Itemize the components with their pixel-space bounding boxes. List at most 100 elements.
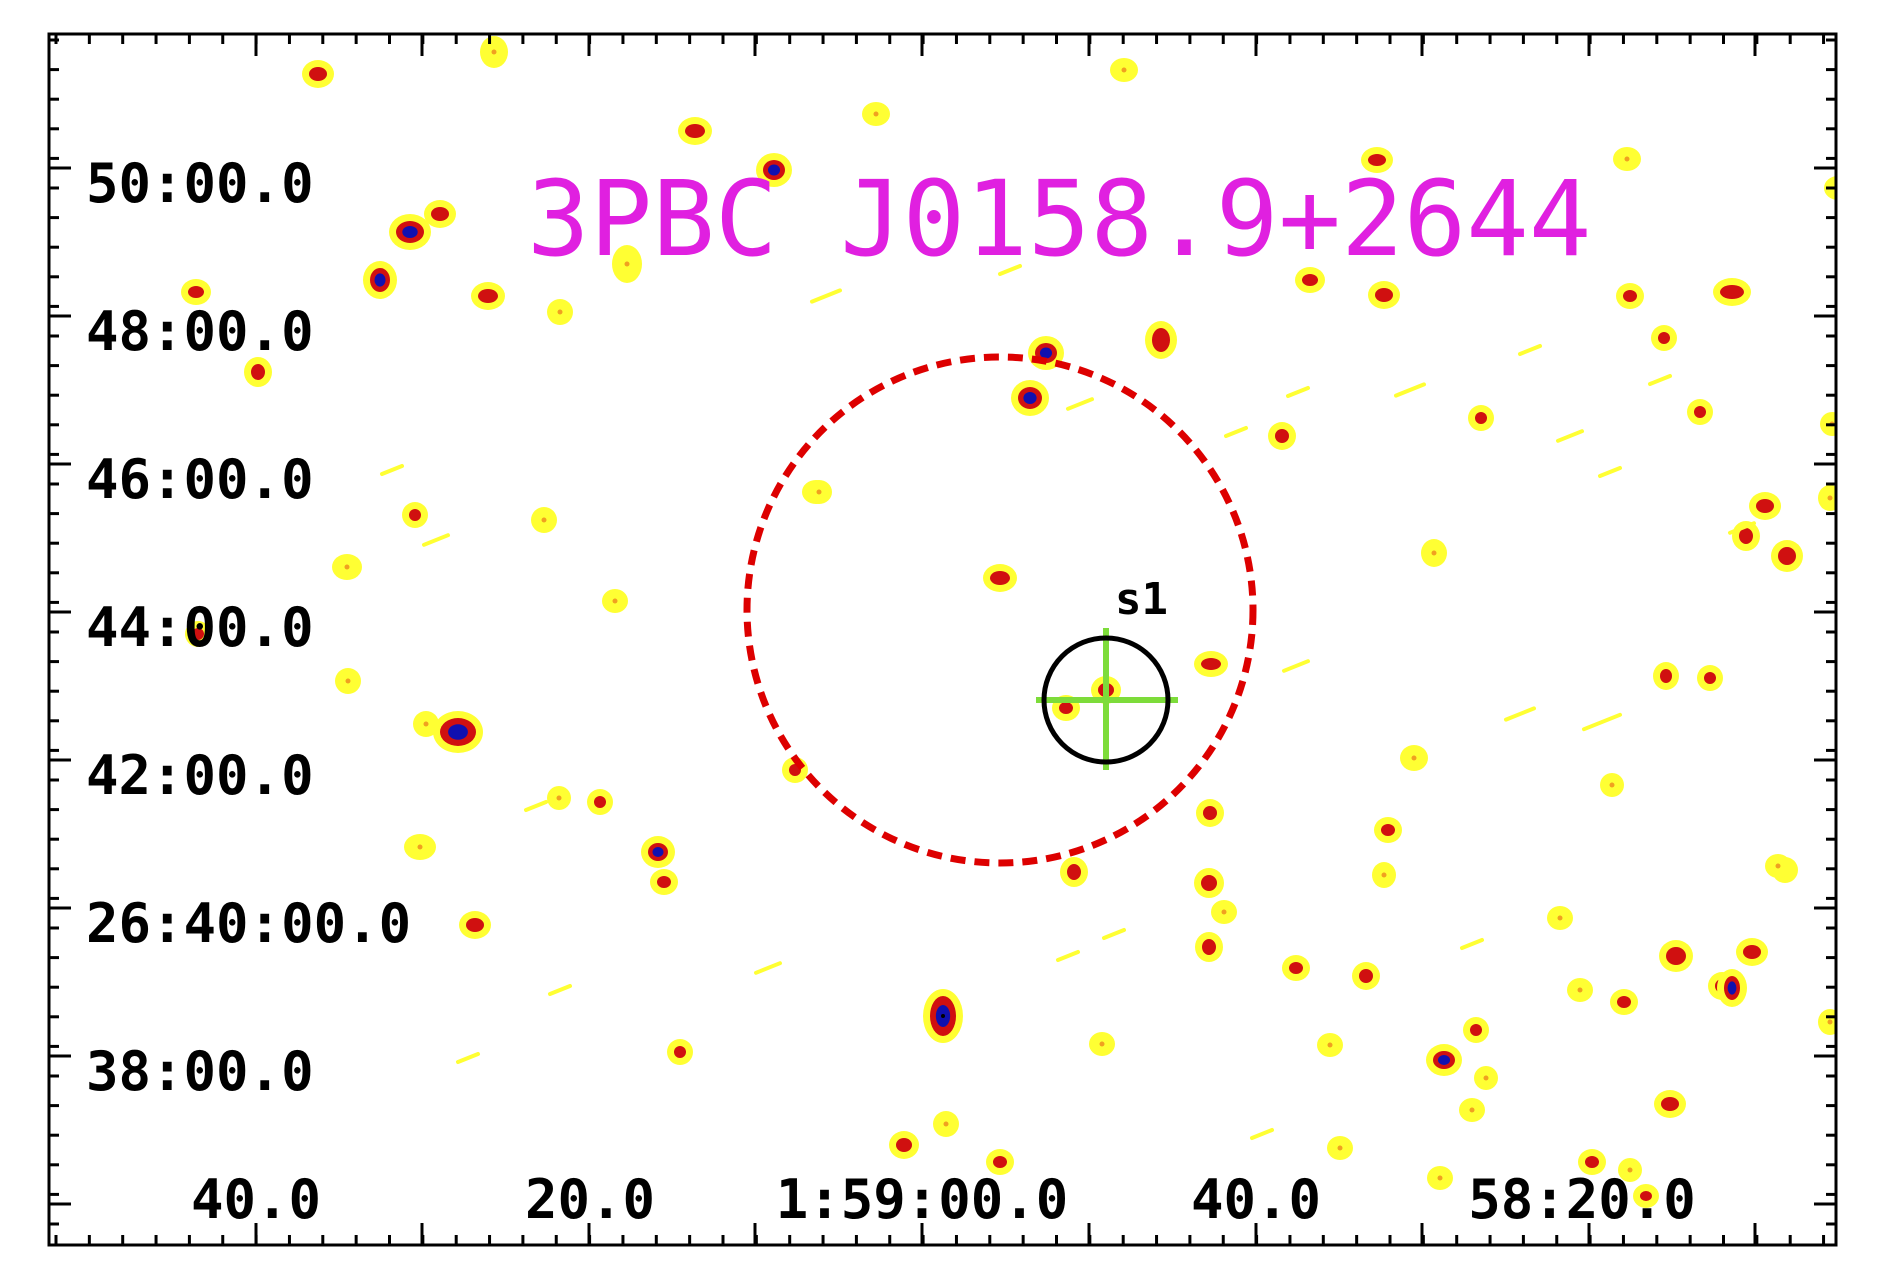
- sky-source: [1427, 1166, 1453, 1190]
- sky-source: [547, 786, 571, 810]
- sky-source: [1282, 955, 1310, 981]
- sky-source: [547, 299, 573, 325]
- sky-source: [1374, 817, 1402, 843]
- sky-source: [1426, 1044, 1462, 1076]
- source-label: s1: [1115, 574, 1168, 625]
- ra-label-40: 40.0: [191, 1168, 321, 1231]
- noise-streak: [524, 800, 548, 812]
- sky-source: [480, 36, 508, 68]
- sky-source: [302, 60, 334, 88]
- noise-streak: [1102, 928, 1126, 940]
- sky-source: [1713, 278, 1751, 306]
- plot-frame: [47, 32, 1838, 1247]
- noise-streak: [456, 1052, 480, 1064]
- sky-source: [889, 1131, 919, 1159]
- noise-streak: [1250, 1128, 1274, 1140]
- sky-source: [1687, 399, 1713, 425]
- sky-source: [1697, 665, 1723, 691]
- noise-streak: [1286, 386, 1310, 398]
- sky-source: [332, 554, 362, 580]
- sky-source: [1654, 1090, 1686, 1118]
- sky-source: [1736, 938, 1768, 966]
- sky-source: [667, 1039, 693, 1065]
- sky-source: [363, 261, 397, 299]
- sky-source: [1659, 940, 1693, 972]
- sky-source: [862, 102, 890, 126]
- sky-source: [1600, 773, 1624, 797]
- ra-label-1-59-00: 1:59:00.0: [776, 1168, 1069, 1231]
- axis-ticks: [49, 34, 1836, 1245]
- source-circle: [1041, 635, 1171, 765]
- sky-source: [181, 279, 211, 305]
- error-circle: [743, 353, 1257, 867]
- sky-source: [471, 282, 505, 310]
- noise-streak: [754, 961, 782, 975]
- sky-source: [433, 711, 483, 753]
- plot-title: 3PBC J0158.9+2644: [527, 158, 1591, 280]
- noise-streak: [810, 288, 842, 304]
- sky-source: [933, 1111, 959, 1137]
- sky-source: [1567, 978, 1593, 1002]
- dec-label-46: 46:00.0: [86, 448, 314, 511]
- noise-streak: [1648, 374, 1672, 386]
- sky-source: [1653, 662, 1679, 690]
- dec-label-44: 44:00.0: [86, 596, 314, 659]
- sky-source: [1145, 321, 1177, 359]
- noise-streak: [1224, 426, 1248, 438]
- noise-streak: [1598, 466, 1622, 478]
- sky-source: [641, 836, 675, 868]
- sky-source: [335, 668, 361, 694]
- sky-source: [678, 117, 712, 145]
- sky-source: [1610, 989, 1638, 1015]
- sky-source: [1765, 854, 1791, 878]
- sky-source: [1327, 1136, 1353, 1160]
- noise-streak: [998, 264, 1022, 276]
- sky-source: [756, 153, 792, 187]
- sky-source: [1195, 932, 1223, 962]
- sky-source: [185, 621, 211, 647]
- noise-streak: [1728, 521, 1756, 535]
- sky-source: [1818, 485, 1836, 511]
- ra-label-20: 20.0: [525, 1168, 655, 1231]
- dec-label-40: 26:40:00.0: [86, 892, 411, 955]
- sky-source: [1295, 267, 1325, 293]
- source-field: [181, 36, 1836, 1208]
- noise-streak: [1556, 429, 1584, 443]
- sky-source: [389, 214, 431, 250]
- sky-source: [986, 1149, 1014, 1175]
- sky-source: [1372, 862, 1396, 888]
- noise-streak: [1066, 397, 1094, 411]
- sky-source: [413, 711, 439, 737]
- sky-source: [1317, 1033, 1343, 1057]
- sky-source: [612, 245, 642, 283]
- sky-source: [1613, 147, 1641, 171]
- sky-source: [1368, 281, 1400, 309]
- ra-label-40b: 40.0: [1191, 1168, 1321, 1231]
- sky-source: [1352, 962, 1380, 990]
- sky-source: [1463, 1017, 1489, 1043]
- sky-source: [1633, 1184, 1659, 1208]
- dec-label-42: 42:00.0: [86, 744, 314, 807]
- sky-source: [402, 502, 428, 528]
- sky-source: [404, 834, 436, 860]
- dec-label-50: 50:00.0: [86, 152, 314, 215]
- sky-source: [1194, 868, 1224, 898]
- noise-streak: [1518, 344, 1542, 356]
- noise-streak: [422, 533, 450, 547]
- sky-source: [1089, 1032, 1115, 1056]
- sky-source: [1211, 900, 1237, 924]
- sky-source: [424, 200, 456, 228]
- sky-source: [650, 869, 678, 895]
- dec-label-48: 48:00.0: [86, 300, 314, 363]
- noise-streak: [1056, 950, 1080, 962]
- sky-source: [1468, 405, 1494, 431]
- sky-source: [531, 507, 557, 533]
- sky-source: [1194, 651, 1228, 677]
- sky-source: [1717, 969, 1747, 1007]
- sky-source: [602, 589, 628, 613]
- sky-source: [1651, 325, 1677, 351]
- dec-label-38: 38:00.0: [86, 1040, 314, 1103]
